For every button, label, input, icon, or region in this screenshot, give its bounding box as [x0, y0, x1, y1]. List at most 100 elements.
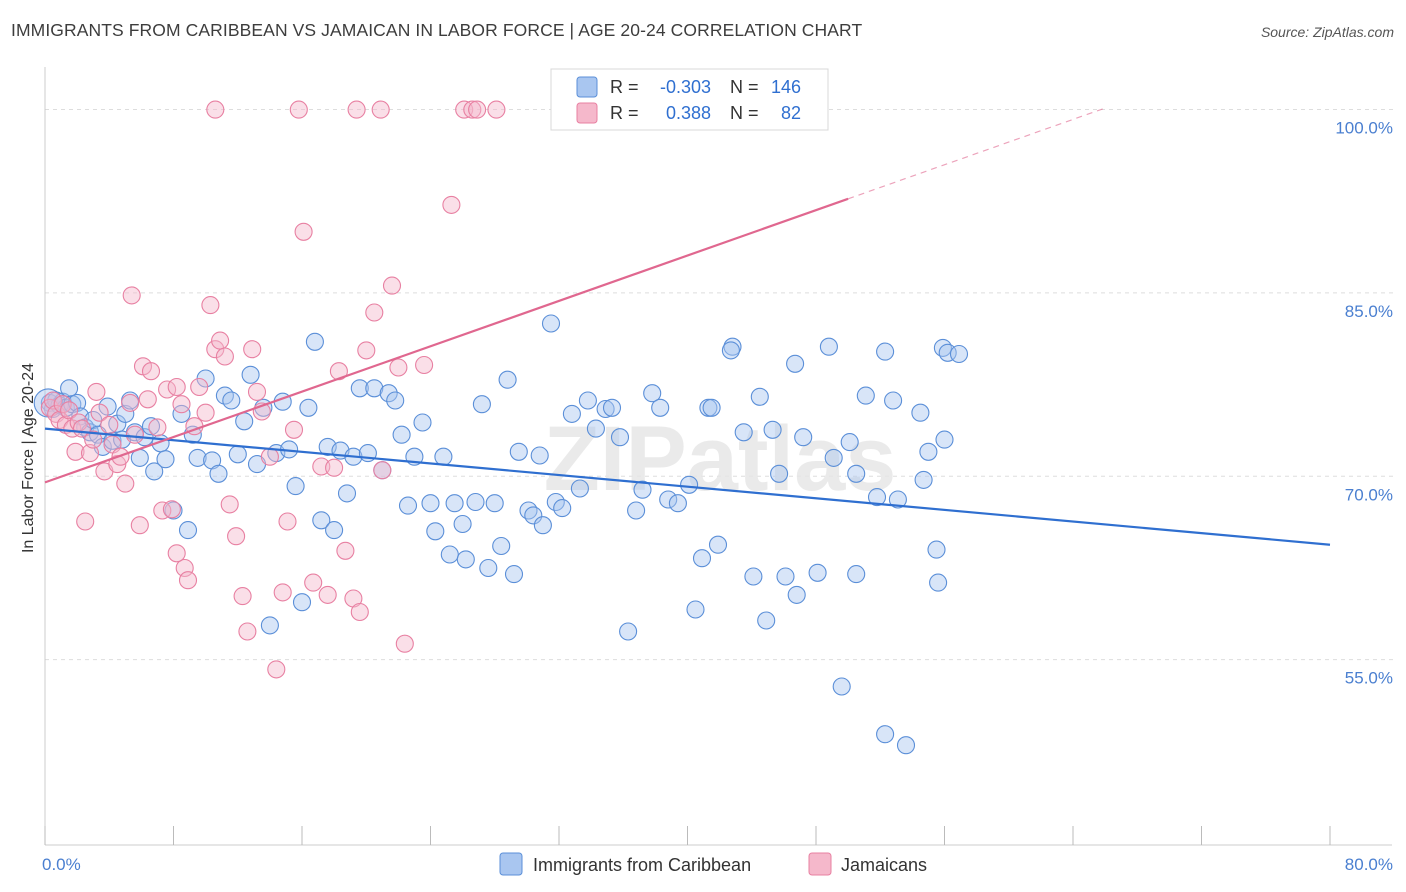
caribbean-point-120: [840, 433, 859, 452]
jamaicans-point-15: [90, 403, 109, 422]
caribbean-point-139: [847, 464, 866, 483]
jamaicans-point-68: [382, 276, 402, 295]
caribbean-point-132: [884, 391, 903, 410]
jamaicans-point-6: [60, 401, 79, 420]
caribbean-point-62: [386, 391, 405, 410]
caribbean-point-91: [578, 391, 597, 410]
jamaicans-point-71: [442, 195, 461, 214]
jamaicans-point-28: [148, 418, 167, 437]
caribbean-point-126: [914, 470, 933, 489]
jamaicans-point-53: [278, 512, 297, 531]
caribbean-point-47: [286, 477, 305, 496]
caribbean-point-77: [485, 494, 504, 513]
caribbean-point-73: [456, 550, 475, 569]
jamaicans-point-47: [243, 340, 262, 359]
watermark: ZIPatlas: [544, 408, 897, 510]
caribbean-point-94: [602, 398, 622, 417]
caribbean-point-121: [847, 565, 866, 584]
caribbean-point-141: [819, 337, 838, 356]
jamaicans-point-80: [347, 100, 366, 119]
caribbean-point-103: [680, 475, 699, 494]
caribbean-point-104: [686, 600, 705, 619]
jamaicans-point-59: [318, 585, 337, 604]
jamaicans-point-60: [325, 458, 344, 477]
jamaicans-point-75: [487, 100, 506, 119]
y-axis-label: In Labor Force | Age 20-24: [20, 363, 37, 553]
caribbean-point-27: [156, 450, 175, 469]
jamaicans-point-66: [365, 303, 384, 322]
caribbean-point-118: [824, 448, 843, 467]
legend-r-label-2: R =: [610, 103, 639, 123]
x-tick-labels: 0.0% 80.0%: [42, 855, 1393, 874]
caribbean-point-114: [776, 567, 795, 586]
jamaicans-point-33: [172, 395, 191, 414]
caribbean-point-72: [453, 514, 472, 534]
jamaicans-point-76: [206, 100, 225, 119]
caribbean-point-37: [222, 391, 241, 410]
caribbean-point-24: [141, 417, 161, 436]
caribbean-point-138: [786, 354, 805, 373]
jamaicans-point-46: [238, 622, 257, 641]
caribbean-point-32: [188, 448, 207, 467]
caribbean-point-125: [888, 490, 907, 509]
jamaicans-point-52: [273, 583, 292, 602]
jamaicans-point-35: [178, 571, 198, 590]
jamaicans-point-55: [289, 100, 308, 119]
series-jamaicans-points: [40, 100, 506, 679]
legend-n-label-1: N =: [730, 77, 759, 97]
jamaicans-point-51: [267, 660, 286, 679]
jamaicans-point-50: [260, 447, 279, 466]
jamaicans-point-29: [153, 501, 172, 520]
trend-lines: [44, 107, 1331, 546]
caribbean-point-76: [479, 558, 498, 578]
jamaicans-point-73: [463, 100, 482, 119]
jamaicans-point-69: [389, 358, 408, 377]
jamaicans-point-58: [312, 457, 331, 476]
jamaicans-point-56: [294, 222, 313, 241]
caribbean-point-123: [867, 488, 887, 507]
y-tick-labels: 55.0% 70.0% 85.0% 100.0%: [1335, 119, 1393, 688]
jamaicans-point-44: [227, 527, 246, 546]
caribbean-point-64: [398, 496, 418, 515]
caribbean-point-83: [524, 506, 543, 525]
legend-n-value-1: 146: [771, 77, 801, 97]
caribbean-point-95: [610, 428, 630, 447]
caribbean-point-88: [553, 499, 572, 518]
caribbean-point-61: [379, 384, 398, 403]
x-tick-label-0: 0.0%: [42, 855, 81, 874]
jamaicans-point-37: [190, 377, 209, 397]
jamaicans-point-78: [167, 544, 186, 563]
caribbean-point-122: [856, 386, 875, 405]
caribbean-point-29: [172, 404, 191, 423]
caribbean-point-116: [794, 428, 813, 447]
caribbean-point-134: [927, 540, 946, 559]
legend-swatch-pink: [576, 102, 598, 124]
jamaicans-point-54: [284, 420, 304, 439]
jamaicans-point-39: [201, 296, 220, 315]
caribbean-point-96: [619, 622, 638, 641]
bottom-legend-swatch-blue: [499, 852, 523, 876]
caribbean-point-117: [808, 563, 827, 582]
caribbean-point-55: [337, 484, 357, 503]
caribbean-point-25: [145, 462, 164, 481]
chart-title: IMMIGRANTS FROM CARIBBEAN VS JAMAICAN IN…: [11, 20, 863, 40]
jamaicans-point-14: [87, 382, 106, 401]
caribbean-point-82: [519, 501, 538, 520]
caribbean-point-99: [643, 384, 662, 403]
caribbean-point-71: [445, 494, 464, 513]
y-tick-label-3: 100.0%: [1335, 119, 1393, 138]
jamaicans-point-32: [167, 377, 186, 397]
jamaicans-point-13: [84, 430, 103, 449]
jamaicans-point-81: [415, 355, 434, 375]
caribbean-point-97: [627, 501, 646, 520]
jamaicans-point-8: [66, 442, 85, 461]
caribbean-point-81: [509, 442, 528, 461]
jamaicans-point-38: [196, 403, 215, 422]
jamaicans-point-41: [211, 331, 230, 350]
caribbean-point-85: [533, 516, 552, 535]
caribbean-point-75: [472, 395, 491, 414]
caribbean-point-59: [365, 379, 384, 398]
legend-n-label-2: N =: [730, 103, 759, 123]
caribbean-point-79: [498, 370, 517, 389]
